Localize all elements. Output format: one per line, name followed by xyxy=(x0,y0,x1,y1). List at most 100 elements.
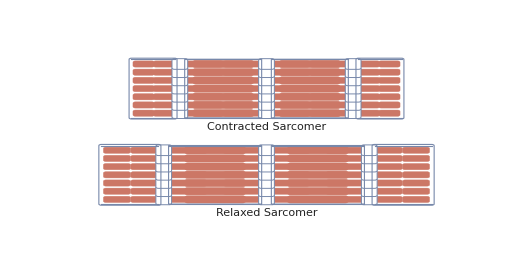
FancyBboxPatch shape xyxy=(326,196,366,202)
FancyBboxPatch shape xyxy=(172,83,188,94)
FancyBboxPatch shape xyxy=(133,69,154,75)
FancyBboxPatch shape xyxy=(345,92,361,102)
FancyBboxPatch shape xyxy=(103,164,131,170)
FancyBboxPatch shape xyxy=(270,180,310,186)
FancyBboxPatch shape xyxy=(153,110,175,116)
FancyBboxPatch shape xyxy=(103,188,131,194)
FancyBboxPatch shape xyxy=(183,77,223,83)
FancyBboxPatch shape xyxy=(167,196,207,202)
FancyBboxPatch shape xyxy=(258,186,275,197)
FancyBboxPatch shape xyxy=(133,102,154,108)
FancyBboxPatch shape xyxy=(288,196,348,203)
FancyBboxPatch shape xyxy=(358,85,380,92)
FancyBboxPatch shape xyxy=(375,196,402,202)
FancyBboxPatch shape xyxy=(288,155,348,162)
FancyBboxPatch shape xyxy=(223,147,263,153)
FancyBboxPatch shape xyxy=(375,164,402,170)
FancyBboxPatch shape xyxy=(361,194,377,205)
FancyBboxPatch shape xyxy=(167,147,207,153)
FancyBboxPatch shape xyxy=(270,69,310,75)
FancyBboxPatch shape xyxy=(193,60,253,68)
FancyBboxPatch shape xyxy=(185,188,245,195)
FancyBboxPatch shape xyxy=(223,172,263,178)
FancyBboxPatch shape xyxy=(358,110,380,116)
FancyBboxPatch shape xyxy=(258,194,275,205)
FancyBboxPatch shape xyxy=(172,108,188,118)
FancyBboxPatch shape xyxy=(131,155,158,162)
FancyBboxPatch shape xyxy=(223,85,263,92)
FancyBboxPatch shape xyxy=(326,172,366,178)
FancyBboxPatch shape xyxy=(361,178,377,188)
FancyBboxPatch shape xyxy=(358,69,380,75)
FancyBboxPatch shape xyxy=(185,171,245,178)
FancyBboxPatch shape xyxy=(270,172,310,178)
FancyBboxPatch shape xyxy=(288,188,348,195)
FancyBboxPatch shape xyxy=(131,188,158,194)
FancyBboxPatch shape xyxy=(310,110,350,116)
FancyBboxPatch shape xyxy=(402,164,430,170)
FancyBboxPatch shape xyxy=(185,179,245,187)
FancyBboxPatch shape xyxy=(310,85,350,92)
FancyBboxPatch shape xyxy=(183,85,223,92)
FancyBboxPatch shape xyxy=(402,180,430,186)
Text: Relaxed Sarcomer: Relaxed Sarcomer xyxy=(216,208,317,218)
FancyBboxPatch shape xyxy=(172,75,188,86)
FancyBboxPatch shape xyxy=(270,110,310,116)
FancyBboxPatch shape xyxy=(280,69,340,76)
FancyBboxPatch shape xyxy=(270,61,310,67)
FancyBboxPatch shape xyxy=(156,194,172,205)
FancyBboxPatch shape xyxy=(167,172,207,178)
FancyBboxPatch shape xyxy=(375,155,402,162)
FancyBboxPatch shape xyxy=(131,180,158,186)
FancyBboxPatch shape xyxy=(153,85,175,92)
FancyBboxPatch shape xyxy=(223,110,263,116)
FancyBboxPatch shape xyxy=(223,164,263,170)
FancyBboxPatch shape xyxy=(361,145,377,156)
FancyBboxPatch shape xyxy=(310,94,350,100)
FancyBboxPatch shape xyxy=(156,145,172,156)
FancyBboxPatch shape xyxy=(223,188,263,194)
FancyBboxPatch shape xyxy=(345,83,361,94)
FancyBboxPatch shape xyxy=(172,67,188,78)
FancyBboxPatch shape xyxy=(183,94,223,100)
FancyBboxPatch shape xyxy=(223,61,263,67)
FancyBboxPatch shape xyxy=(258,161,275,172)
FancyBboxPatch shape xyxy=(131,196,158,202)
FancyBboxPatch shape xyxy=(131,172,158,178)
FancyBboxPatch shape xyxy=(345,100,361,110)
FancyBboxPatch shape xyxy=(280,109,340,117)
FancyBboxPatch shape xyxy=(288,171,348,178)
FancyBboxPatch shape xyxy=(402,147,430,153)
FancyBboxPatch shape xyxy=(361,161,377,172)
FancyBboxPatch shape xyxy=(258,153,275,164)
FancyBboxPatch shape xyxy=(193,93,253,101)
FancyBboxPatch shape xyxy=(167,180,207,186)
FancyBboxPatch shape xyxy=(193,109,253,117)
FancyBboxPatch shape xyxy=(258,75,275,86)
FancyBboxPatch shape xyxy=(223,102,263,108)
FancyBboxPatch shape xyxy=(156,161,172,172)
FancyBboxPatch shape xyxy=(103,196,131,202)
FancyBboxPatch shape xyxy=(270,147,310,153)
FancyBboxPatch shape xyxy=(270,155,310,162)
FancyBboxPatch shape xyxy=(153,94,175,100)
FancyBboxPatch shape xyxy=(345,67,361,78)
FancyBboxPatch shape xyxy=(223,94,263,100)
FancyBboxPatch shape xyxy=(310,69,350,75)
FancyBboxPatch shape xyxy=(183,102,223,108)
FancyBboxPatch shape xyxy=(156,153,172,164)
FancyBboxPatch shape xyxy=(270,196,310,202)
FancyBboxPatch shape xyxy=(156,186,172,197)
FancyBboxPatch shape xyxy=(310,102,350,108)
FancyBboxPatch shape xyxy=(183,110,223,116)
FancyBboxPatch shape xyxy=(258,59,275,69)
FancyBboxPatch shape xyxy=(379,94,400,100)
FancyBboxPatch shape xyxy=(326,147,366,153)
FancyBboxPatch shape xyxy=(183,61,223,67)
FancyBboxPatch shape xyxy=(270,77,310,83)
FancyBboxPatch shape xyxy=(185,163,245,170)
FancyBboxPatch shape xyxy=(345,108,361,118)
FancyBboxPatch shape xyxy=(379,85,400,92)
FancyBboxPatch shape xyxy=(375,147,402,153)
FancyBboxPatch shape xyxy=(258,145,275,156)
